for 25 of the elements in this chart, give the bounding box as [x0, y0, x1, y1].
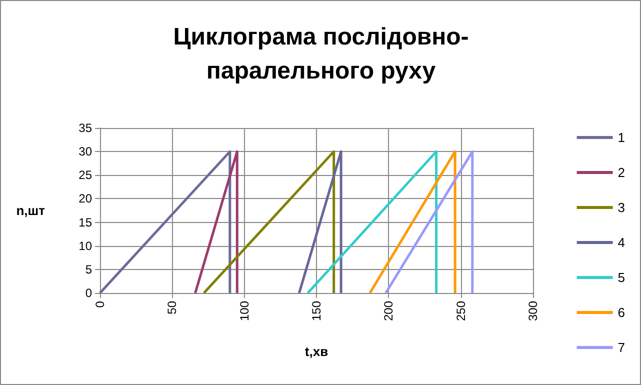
x-tick-label: 150 [310, 300, 324, 322]
y-tick-label: 5 [85, 262, 92, 276]
legend-label: 6 [618, 305, 626, 320]
y-tick-label: 0 [85, 286, 92, 300]
x-tick-label: 50 [165, 300, 180, 314]
y-tick-label: 25 [78, 168, 92, 182]
legend-label: 2 [618, 165, 626, 180]
legend-label: 1 [618, 130, 626, 145]
legend-label: 5 [618, 270, 626, 285]
x-tick-label: 250 [454, 300, 468, 322]
x-tick-label: 200 [382, 300, 396, 322]
x-tick-label: 100 [237, 300, 252, 322]
y-tick-label: 15 [78, 215, 92, 230]
y-tick-label: 20 [78, 192, 92, 206]
y-tick-label: 30 [78, 144, 92, 159]
chart-title: Циклограма послідовно-паралельного руху [173, 24, 469, 84]
legend-label: 4 [618, 235, 626, 250]
y-tick-label: 35 [78, 121, 92, 135]
x-axis-title: t,хв [304, 344, 328, 359]
legend-label: 7 [618, 340, 626, 355]
x-tick-label: 0 [93, 300, 107, 308]
x-tick-label: 300 [526, 300, 540, 322]
legend-label: 3 [618, 200, 626, 215]
y-axis-title: n,шт [16, 203, 45, 218]
y-tick-label: 10 [78, 238, 92, 253]
